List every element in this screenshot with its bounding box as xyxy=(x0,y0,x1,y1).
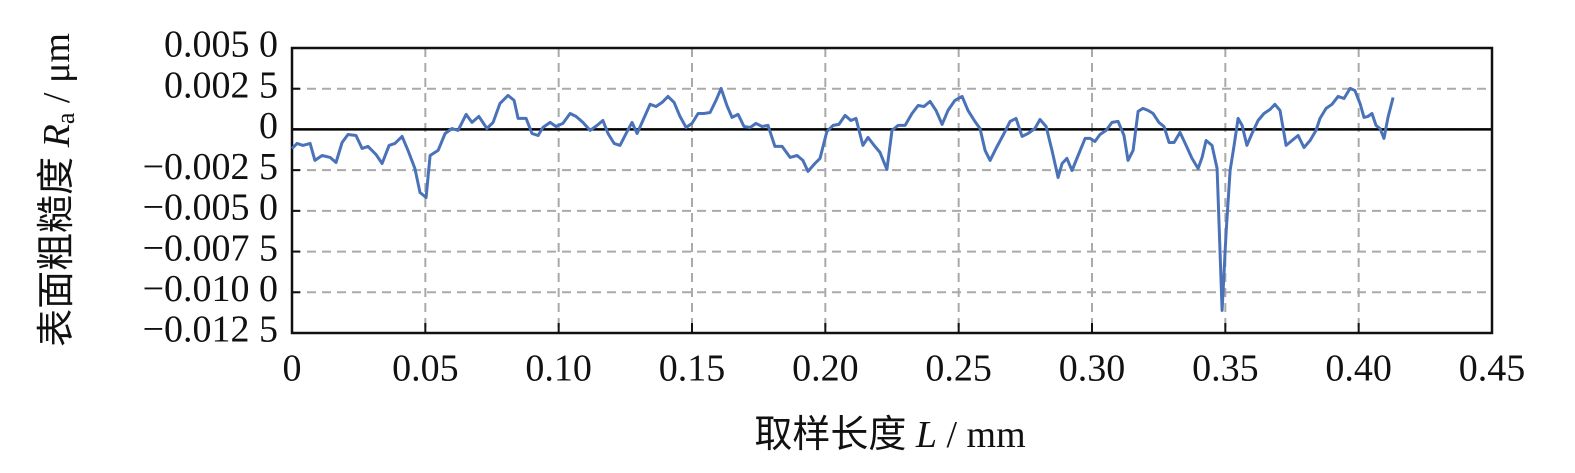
y-tick-label: −0.007 5 xyxy=(143,227,278,269)
y-axis-label: 表面粗糙度 Ra / μm xyxy=(36,33,80,347)
y-label-sub: a xyxy=(51,112,80,124)
x-tick-label: 0.25 xyxy=(925,348,992,390)
y-tick-label: −0.010 0 xyxy=(143,268,278,310)
y-tick-label: −0.012 5 xyxy=(143,309,278,351)
x-tick-label: 0.30 xyxy=(1059,348,1126,390)
x-tick-label: 0.15 xyxy=(659,348,726,390)
y-tick-label: 0 xyxy=(259,105,278,147)
x-tick-label: 0.45 xyxy=(1459,348,1526,390)
plot-frame xyxy=(290,46,1494,335)
y-tick-label: −0.005 0 xyxy=(143,187,278,229)
data-line xyxy=(290,86,1395,312)
x-axis-label: 取样长度 L / mm xyxy=(754,414,1025,456)
y-tick-label: 0.002 5 xyxy=(164,64,278,106)
x-label-unit: / mm xyxy=(946,414,1025,456)
x-label-var: L xyxy=(915,414,937,456)
x-tick-label: 0.20 xyxy=(792,348,859,390)
x-tick-label: 0.35 xyxy=(1192,348,1259,390)
y-tick-label: 0.005 0 xyxy=(164,24,278,66)
x-tick-label: 0.05 xyxy=(392,348,459,390)
y-label-var: R xyxy=(36,124,78,148)
x-label-text: 取样长度 xyxy=(754,414,906,456)
x-tick-label: 0 xyxy=(283,348,302,390)
x-tick-label: 0.40 xyxy=(1325,348,1392,390)
x-tick-label: 0.10 xyxy=(525,348,592,390)
y-label-unit: / μm xyxy=(36,33,78,103)
y-tick-label: −0.002 5 xyxy=(143,146,278,188)
y-label-text: 表面粗糙度 xyxy=(36,157,78,347)
